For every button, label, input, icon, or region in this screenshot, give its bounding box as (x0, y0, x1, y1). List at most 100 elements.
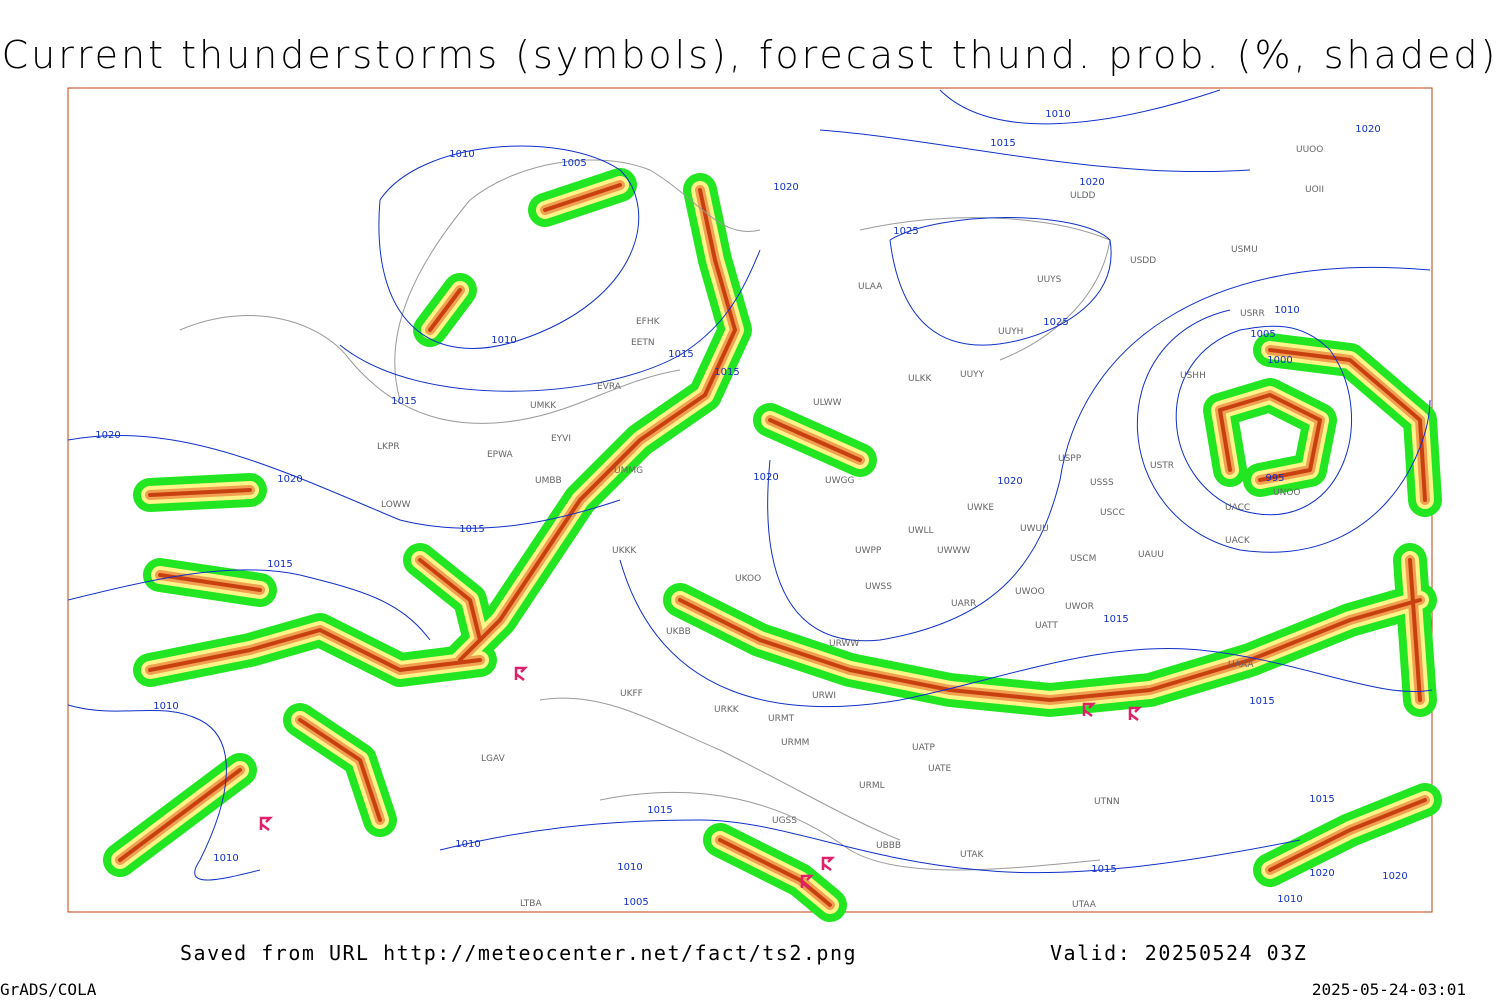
isobar-label: 1020 (1309, 868, 1334, 879)
isobar-label: 1020 (773, 182, 798, 193)
station-label: UAUU (1138, 550, 1164, 560)
isobar (67, 434, 621, 529)
station-label: UUYY (960, 370, 985, 380)
station-label: UUYS (1037, 275, 1062, 285)
isobars (67, 89, 1433, 881)
isobar-label: 1020 (95, 430, 120, 441)
shading-band (768, 418, 862, 462)
station-label: URWI (812, 691, 836, 701)
storm-symbol (259, 816, 274, 831)
station-label: UWSS (865, 582, 892, 592)
storm-symbol (800, 874, 815, 889)
isobar (767, 266, 1431, 642)
station-label: UKKK (612, 546, 637, 556)
station-label: UMKK (530, 401, 557, 411)
coastline (539, 697, 901, 841)
station-label: USHH (1180, 371, 1206, 381)
station-label: ULAA (858, 282, 883, 292)
isobar-label: 1005 (623, 897, 648, 908)
station-label: UBBB (876, 841, 901, 851)
shading-band (1268, 348, 1427, 502)
station-label: UAAA (1228, 660, 1254, 670)
isobar-label: 1020 (1382, 871, 1407, 882)
station-label: UUOO (1296, 145, 1323, 155)
isobar-label: 1020 (277, 474, 302, 485)
isobar (889, 217, 1112, 346)
station-label: UNOO (1273, 488, 1301, 498)
shading-band (148, 488, 252, 497)
isobar-label: 1015 (267, 559, 292, 570)
station-label: USPP (1058, 454, 1082, 464)
isobar (819, 129, 1251, 173)
isobar-label: 1005 (561, 158, 586, 169)
station-label: USRR (1240, 309, 1265, 319)
station-label: UACC (1225, 503, 1250, 513)
station-label: URML (859, 781, 885, 791)
isobar (378, 145, 640, 349)
probability-shading (103, 168, 1442, 922)
station-label: ULWW (813, 398, 842, 408)
timestamp: 2025-05-24-03:01 (1312, 980, 1466, 999)
isobar (619, 559, 1433, 708)
map-labels: 1010 1015 1020 1020 1010 1005 1020 1025 1025 1010… (95, 109, 1407, 910)
station-label: UMMG (614, 466, 643, 476)
isobar-label: 1010 (153, 701, 178, 712)
source-url: Saved from URL http://meteocenter.net/fa… (180, 941, 857, 965)
isobar-label: 1010 (1045, 109, 1070, 120)
station-label: UGSS (772, 816, 797, 826)
station-label: USDD (1130, 256, 1156, 266)
station-label: UTAA (1072, 900, 1097, 910)
station-label: UWOR (1065, 602, 1094, 612)
station-label: USMU (1231, 245, 1258, 255)
isobar-label: 1015 (459, 524, 484, 535)
coastline (859, 217, 1111, 361)
isobar-label: 1010 (491, 335, 516, 346)
shading-band (158, 573, 262, 592)
station-label: UWGG (825, 476, 854, 486)
station-label: UWWW (937, 546, 970, 556)
station-label: LKPR (377, 442, 400, 452)
isobar-label: 1015 (1309, 794, 1334, 805)
isobar (67, 704, 261, 881)
station-label: URMT (768, 714, 795, 724)
coastline (394, 159, 761, 401)
isobar-label: 1015 (990, 138, 1015, 149)
isobar-label: 1015 (714, 367, 739, 378)
isobar (1175, 325, 1352, 516)
station-label: EFHK (636, 317, 661, 327)
station-label: USTR (1150, 461, 1174, 471)
isobar-label: 1015 (1103, 614, 1128, 625)
station-label: URMM (781, 738, 809, 748)
station-label: URWW (829, 639, 859, 649)
valid-time: Valid: 20250524 03Z (1050, 941, 1307, 965)
shading-band (458, 188, 737, 662)
station-label: USCM (1070, 554, 1096, 564)
station-label: UOII (1305, 185, 1324, 195)
station-label: UTAK (960, 850, 985, 860)
isobar-label: 1025 (1043, 317, 1068, 328)
station-label: UKOO (735, 574, 761, 584)
shading-band (1268, 798, 1427, 872)
storm-symbol (821, 856, 836, 871)
storm-symbol (1128, 706, 1143, 721)
storm-symbols (259, 666, 1143, 889)
station-label: USSS (1090, 478, 1114, 488)
shading-band (418, 558, 482, 642)
station-label: UWUU (1020, 524, 1049, 534)
isobar-label: 1015 (647, 805, 672, 816)
isobar-label: 1010 (213, 853, 238, 864)
station-label: UWPP (855, 546, 882, 556)
isobar (939, 89, 1221, 125)
station-label: LGAV (481, 754, 506, 764)
shading-band (118, 768, 242, 862)
isobar-label: 1020 (1355, 124, 1380, 135)
shading-band (543, 183, 622, 212)
map-title: Current thunderstorms (symbols), forecas… (2, 33, 1499, 77)
coastlines (179, 159, 1111, 871)
station-label: LTBA (520, 899, 542, 909)
isobar (1137, 309, 1431, 553)
station-label: UWLL (908, 526, 934, 536)
isobar-label: 1005 (1250, 329, 1275, 340)
